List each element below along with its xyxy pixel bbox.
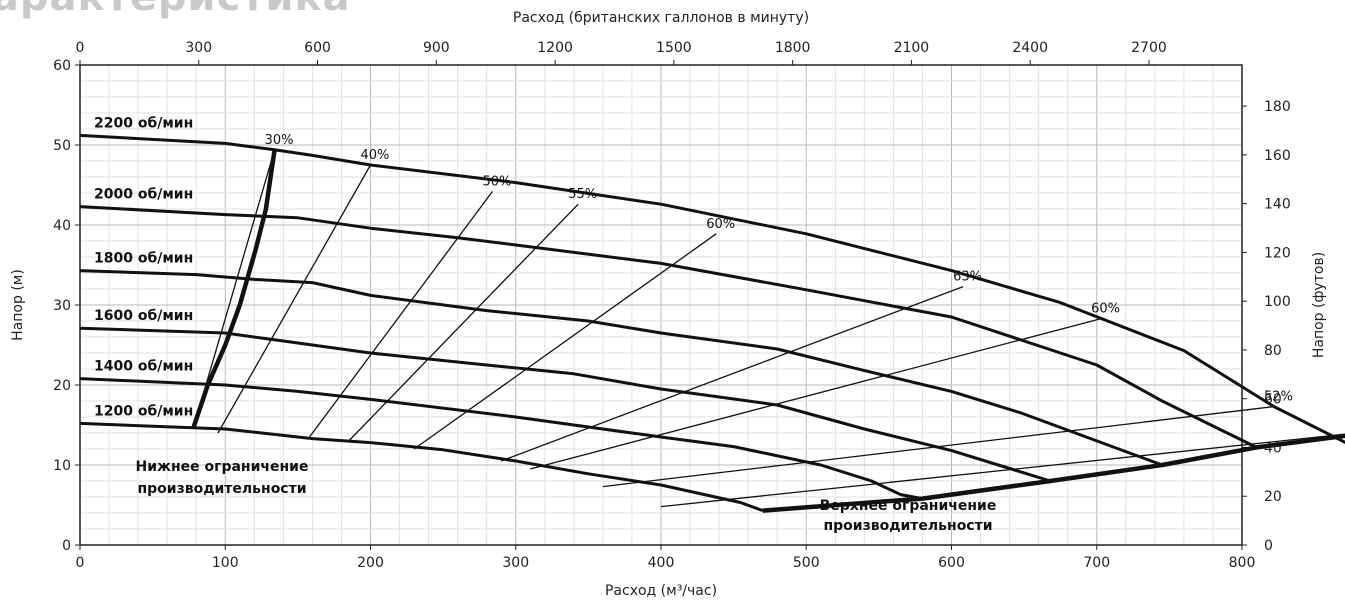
y-tick-label: 10 — [53, 458, 71, 474]
y-tick-label: 50 — [53, 138, 71, 154]
upper-limit-label-line2: производительности — [823, 518, 992, 534]
y2-tick-label: 180 — [1264, 99, 1291, 115]
rpm-curve-0 — [79, 133, 1345, 445]
efficiency-label: 63% — [953, 270, 982, 285]
x-tick-label: 0 — [76, 555, 85, 571]
efficiency-label: 30% — [265, 133, 294, 148]
upper-limit-curve — [762, 433, 1345, 513]
x-tick-label: 800 — [1229, 555, 1256, 571]
y-tick-label: 20 — [53, 378, 71, 394]
curves — [79, 133, 1345, 513]
x-tick-label: 400 — [648, 555, 675, 571]
x2-tick-label: 300 — [185, 40, 212, 56]
lower-limit-label-line2: производительности — [137, 481, 306, 497]
rpm-curve-2 — [79, 269, 1163, 467]
rpm-label: 1400 об/мин — [94, 359, 193, 375]
x-tick-label: 600 — [938, 555, 965, 571]
efficiency-line-5 — [500, 285, 964, 462]
rpm-label: 1200 об/мин — [94, 403, 193, 419]
efficiency-line-2 — [308, 191, 494, 438]
efficiency-line-1 — [217, 164, 372, 434]
chart-labels: 2200 об/мин 2000 об/мин 1800 об/мин 1600 об… — [94, 115, 1293, 419]
efficiency-label: 55% — [568, 187, 597, 202]
rpm-label: 2200 об/мин — [94, 115, 193, 131]
efficiency-label: 50% — [483, 174, 512, 189]
y2-tick-label: 160 — [1264, 148, 1291, 164]
x2-tick-label: 900 — [423, 40, 450, 56]
x-tick-label: 700 — [1083, 555, 1110, 571]
lower-limit-label-line1: Нижнее ограничение — [136, 459, 309, 475]
rpm-curve-3 — [79, 326, 1051, 483]
x2-tick-label: 0 — [76, 40, 85, 56]
rpm-curve-4 — [79, 377, 923, 501]
x-tick-label: 200 — [357, 555, 384, 571]
x2-tick-label: 1800 — [775, 40, 811, 56]
x2-tick-label: 2100 — [894, 40, 930, 56]
efficiency-label: 52% — [1264, 390, 1293, 405]
x2-tick-label: 600 — [304, 40, 331, 56]
rpm-label: 1600 об/мин — [94, 308, 193, 324]
x2-axis-title: Расход (британских галлонов в минуту) — [513, 10, 809, 26]
y2-axis-title: Напор (футов) — [1311, 252, 1327, 358]
x2-tick-label: 1500 — [656, 40, 692, 56]
y2-tick-label: 0 — [1264, 538, 1273, 554]
y-tick-label: 60 — [53, 58, 71, 74]
x2-tick-label: 1200 — [537, 40, 573, 56]
x-tick-label: 500 — [793, 555, 820, 571]
y-tick-label: 30 — [53, 298, 71, 314]
y2-tick-label: 100 — [1264, 294, 1291, 310]
efficiency-line-8 — [660, 433, 1345, 508]
efficiency-line-6 — [530, 317, 1102, 470]
x-tick-label: 300 — [502, 555, 529, 571]
y2-tick-label: 80 — [1264, 343, 1282, 359]
x2-tick-label: 2400 — [1012, 40, 1048, 56]
x-axis-title: Расход (м³/час) — [605, 583, 717, 599]
rpm-curve-5 — [79, 421, 764, 513]
y-tick-label: 0 — [62, 538, 71, 554]
efficiency-label: 60% — [706, 217, 735, 232]
page-title: Характеристика — [0, 0, 351, 20]
y2-tick-label: 120 — [1264, 245, 1291, 261]
upper-limit-label-line1: Верхнее ограничение — [820, 498, 997, 514]
y2-tick-label: 20 — [1264, 489, 1282, 505]
y-axis-title: Напор (м) — [10, 269, 26, 341]
rpm-curve-1 — [79, 205, 1258, 449]
efficiency-label: 60% — [1091, 302, 1120, 317]
lower-limit-curve — [191, 149, 277, 429]
x-tick-label: 100 — [212, 555, 239, 571]
efficiency-label: 40% — [361, 148, 390, 163]
y-tick-label: 40 — [53, 218, 71, 234]
rpm-label: 1800 об/мин — [94, 251, 193, 267]
rpm-label: 2000 об/мин — [94, 187, 193, 203]
y2-tick-label: 140 — [1264, 197, 1291, 213]
x2-tick-label: 2700 — [1131, 40, 1167, 56]
efficiency-line-4 — [413, 233, 717, 450]
